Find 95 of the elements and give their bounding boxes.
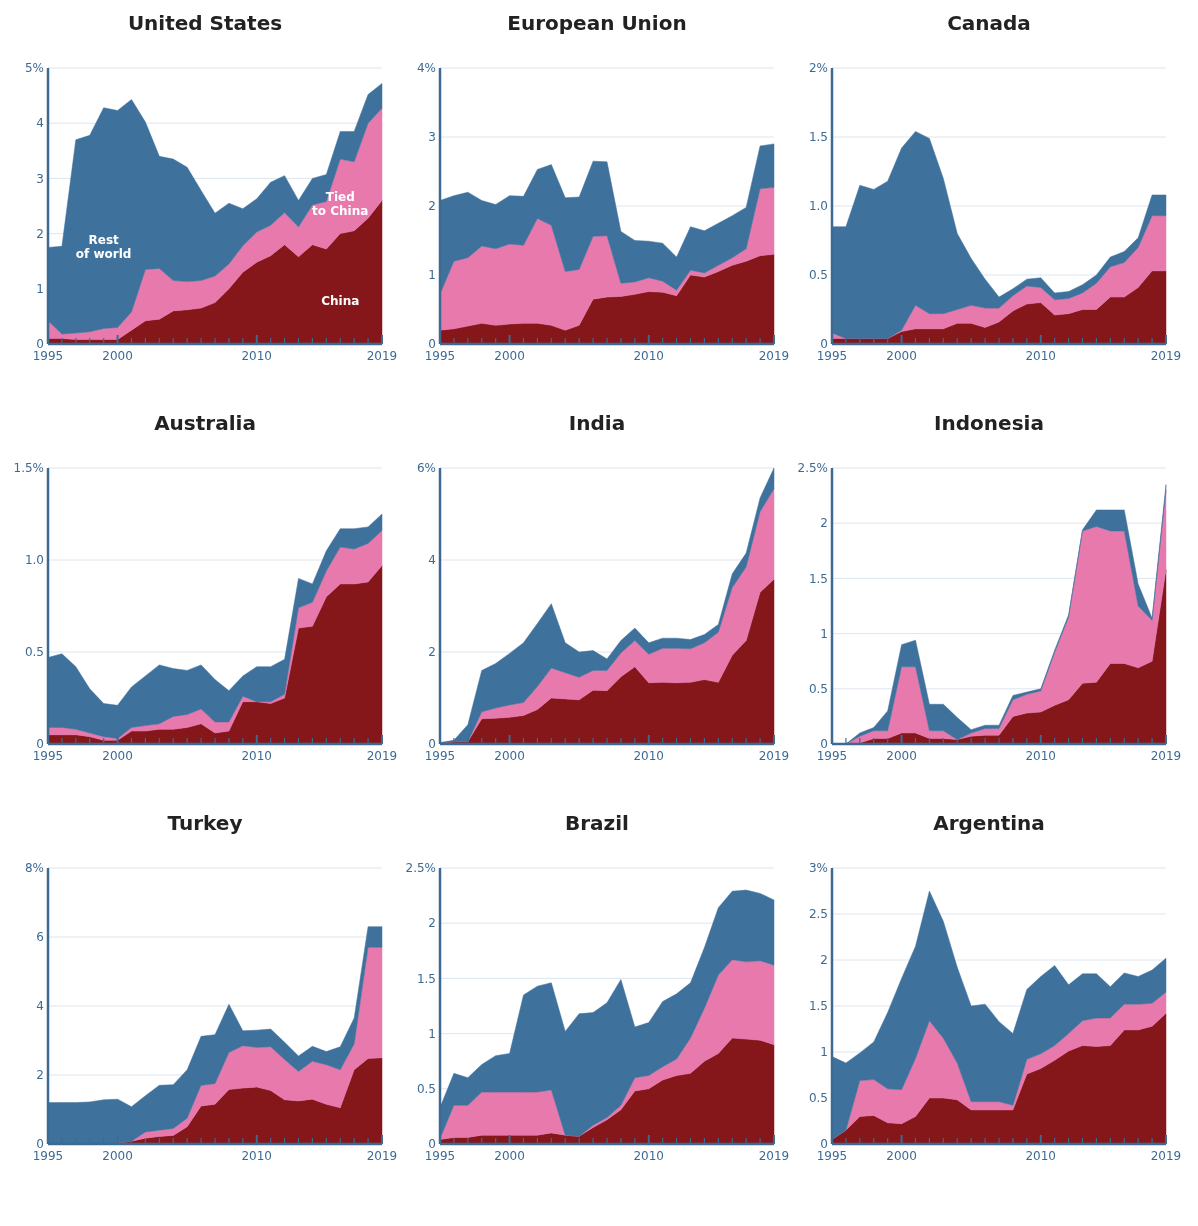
x-tick-label: 1995: [32, 349, 64, 363]
y-tick-label: 0.5: [808, 682, 828, 696]
x-tick-label: 2010: [1025, 749, 1057, 763]
x-tick-label: 2010: [1025, 349, 1057, 363]
x-tick-label: 2010: [241, 749, 273, 763]
x-tick-label: 2010: [633, 749, 665, 763]
x-tick-label: 2010: [633, 349, 665, 363]
x-tick-label: 2019: [758, 749, 790, 763]
x-tick-label: 1995: [424, 1149, 456, 1163]
x-tick-label: 2019: [366, 1149, 398, 1163]
y-tick-label: 0: [428, 337, 436, 352]
y-tick-label: 2.5%: [405, 861, 436, 876]
y-tick-label: 1: [428, 1026, 436, 1041]
y-tick-label: 1: [428, 268, 436, 283]
x-tick-label: 2019: [1150, 749, 1182, 763]
y-tick-label: 1.5%: [13, 461, 44, 476]
x-tick-label: 2019: [366, 749, 398, 763]
y-tick-label: 4%: [416, 61, 436, 76]
chart-title: Australia: [154, 411, 256, 435]
y-tick-label: 2.5%: [797, 461, 828, 476]
y-tick-label: 0: [820, 337, 828, 352]
y-tick-label: 0: [36, 737, 44, 752]
x-tick-label: 1995: [424, 749, 456, 763]
y-tick-label: 1.0: [24, 553, 44, 568]
x-tick-label: 2000: [102, 1149, 133, 1163]
y-tick-label: 1: [820, 1045, 828, 1060]
chart-title: India: [568, 411, 626, 435]
x-tick-label: 1995: [816, 1149, 848, 1163]
x-tick-label: 2000: [102, 749, 133, 763]
x-tick-label: 2000: [494, 1149, 525, 1163]
x-tick-label: 2019: [758, 349, 790, 363]
x-tick-label: 2010: [633, 1149, 665, 1163]
y-tick-label: 5%: [24, 61, 44, 76]
y-tick-label: 0: [428, 1137, 436, 1152]
y-tick-label: 2: [36, 226, 44, 241]
x-tick-label: 2019: [1150, 1149, 1182, 1163]
chart-title: European Union: [507, 11, 687, 35]
x-tick-label: 2010: [241, 349, 273, 363]
x-tick-label: 2010: [1025, 1149, 1057, 1163]
x-tick-label: 1995: [424, 349, 456, 363]
y-tick-label: 1.5: [808, 130, 828, 145]
x-tick-label: 1995: [816, 749, 848, 763]
y-tick-label: 1: [36, 282, 44, 296]
x-tick-label: 2010: [241, 1149, 273, 1163]
y-tick-label: 4: [36, 116, 44, 131]
y-tick-label: 0: [428, 737, 436, 752]
y-tick-label: 2: [36, 1068, 44, 1083]
y-tick-label: 3: [36, 171, 44, 186]
series-label: China: [321, 294, 360, 309]
x-tick-label: 2000: [494, 749, 525, 763]
y-tick-label: 2.5: [808, 907, 828, 922]
chart-title: Turkey: [167, 811, 243, 835]
y-tick-label: 2%: [808, 61, 828, 76]
chart-title: Indonesia: [934, 411, 1044, 435]
x-tick-label: 2000: [102, 349, 133, 363]
y-tick-label: 2: [428, 645, 436, 660]
x-tick-label: 2000: [886, 1149, 917, 1163]
y-tick-label: 2: [428, 199, 436, 214]
x-tick-label: 1995: [32, 749, 64, 763]
chart-title: Argentina: [933, 811, 1045, 835]
y-tick-label: 2: [820, 953, 828, 968]
y-tick-label: 4: [428, 553, 436, 568]
y-tick-label: 3%: [808, 861, 828, 876]
x-tick-label: 2000: [886, 349, 917, 363]
y-tick-label: 0.5: [808, 1091, 828, 1106]
y-tick-label: 6%: [416, 461, 436, 476]
series-label: Rest of world: [75, 233, 132, 262]
y-tick-label: 4: [36, 999, 44, 1014]
chart-title: United States: [127, 11, 283, 35]
y-tick-label: 6: [36, 930, 44, 945]
x-tick-label: 2000: [494, 349, 525, 363]
y-tick-label: 1.5: [416, 971, 436, 986]
chart-title: Brazil: [565, 811, 629, 835]
y-tick-label: 0.5: [416, 1082, 436, 1096]
x-tick-label: 2019: [366, 349, 398, 363]
y-tick-label: 0: [36, 337, 44, 352]
x-tick-label: 2019: [758, 1149, 790, 1163]
y-tick-label: 0: [820, 737, 828, 752]
chart-title: Canada: [947, 11, 1031, 35]
y-tick-label: 1.5: [808, 999, 828, 1014]
y-tick-label: 0.5: [24, 645, 44, 660]
y-tick-label: 0: [820, 1137, 828, 1152]
y-tick-label: 1.0: [808, 199, 828, 214]
y-tick-label: 0: [36, 1137, 44, 1152]
y-tick-label: 1: [820, 626, 828, 641]
y-tick-label: 0.5: [808, 268, 828, 283]
y-tick-label: 2: [820, 516, 828, 531]
y-tick-label: 1.5: [808, 571, 828, 586]
y-tick-label: 2: [428, 916, 436, 931]
x-tick-label: 1995: [32, 1149, 64, 1163]
x-tick-label: 1995: [816, 349, 848, 363]
y-tick-label: 3: [428, 130, 436, 145]
x-tick-label: 2000: [886, 749, 917, 763]
y-tick-label: 8%: [24, 861, 44, 876]
x-tick-label: 2019: [1150, 349, 1182, 363]
